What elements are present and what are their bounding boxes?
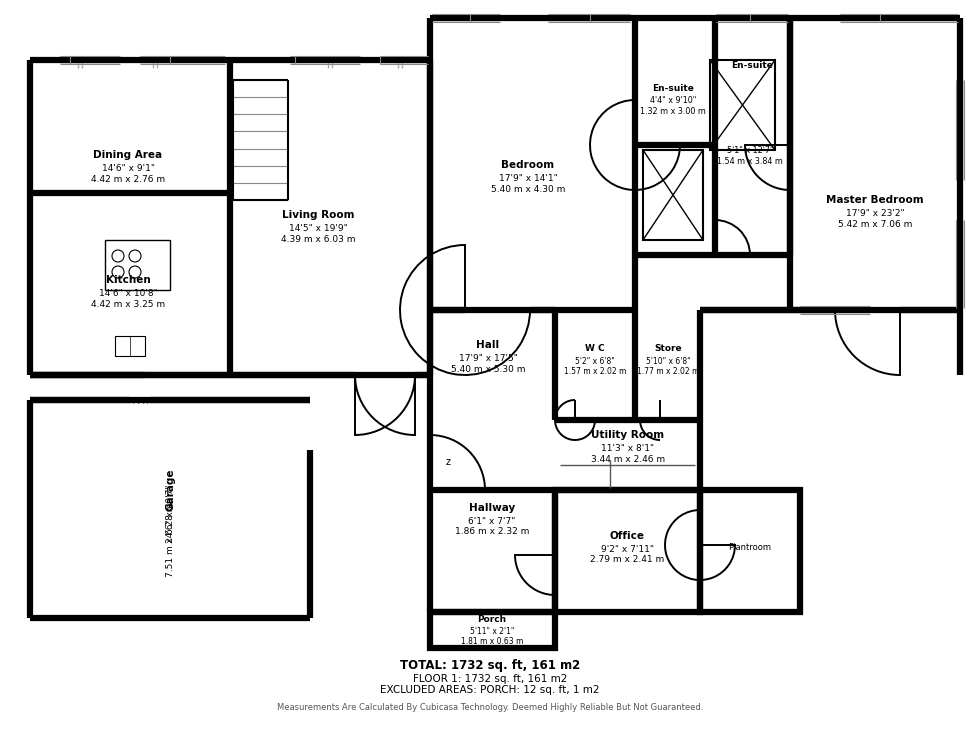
Text: 1.57 m x 2.02 m: 1.57 m x 2.02 m <box>564 367 626 376</box>
Bar <box>105 240 170 290</box>
Text: Store: Store <box>655 343 682 353</box>
Bar <box>430 612 555 648</box>
Text: 6'1" x 7'7": 6'1" x 7'7" <box>468 517 515 526</box>
Text: En-suite: En-suite <box>652 84 694 93</box>
Text: 5'11" x 2'1": 5'11" x 2'1" <box>469 626 514 636</box>
Text: TOTAL: 1732 sq. ft, 161 m2: TOTAL: 1732 sq. ft, 161 m2 <box>400 659 580 673</box>
Text: 1.86 m x 2.32 m: 1.86 m x 2.32 m <box>455 528 529 537</box>
Text: W C: W C <box>585 343 605 353</box>
Text: En-suite: En-suite <box>731 60 773 70</box>
Text: 17'9" x 23'2": 17'9" x 23'2" <box>846 209 905 218</box>
Bar <box>115 336 145 356</box>
Text: 14'5" x 19'9": 14'5" x 19'9" <box>289 223 347 232</box>
Text: 1.54 m x 3.84 m: 1.54 m x 3.84 m <box>717 157 783 165</box>
Text: 3.44 m x 2.46 m: 3.44 m x 2.46 m <box>591 454 665 464</box>
Text: 4.42 m x 3.25 m: 4.42 m x 3.25 m <box>91 299 165 309</box>
Text: 2.79 m x 2.41 m: 2.79 m x 2.41 m <box>590 556 664 564</box>
Text: 24'6" x 20'7": 24'6" x 20'7" <box>166 485 174 543</box>
Text: Hall: Hall <box>476 340 500 350</box>
Text: Hallway: Hallway <box>468 503 515 513</box>
Text: Living Room: Living Room <box>282 210 354 220</box>
Bar <box>555 490 700 612</box>
Text: Plantroom: Plantroom <box>728 543 771 553</box>
Text: 14'6" x 9'1": 14'6" x 9'1" <box>102 163 155 173</box>
Text: 14'6" x 10'8": 14'6" x 10'8" <box>99 289 158 298</box>
Text: 4'4" x 9'10": 4'4" x 9'10" <box>650 96 696 104</box>
Text: 17'9" x 17'5": 17'9" x 17'5" <box>459 354 517 362</box>
Text: Office: Office <box>610 531 645 541</box>
Text: 1.81 m x 0.63 m: 1.81 m x 0.63 m <box>461 637 523 645</box>
Text: 7.51 m x 6.28 m: 7.51 m x 6.28 m <box>166 503 174 577</box>
Text: 4.42 m x 2.76 m: 4.42 m x 2.76 m <box>91 174 165 184</box>
Text: FLOOR 1: 1732 sq. ft, 161 m2: FLOOR 1: 1732 sq. ft, 161 m2 <box>413 674 567 684</box>
Text: Porch: Porch <box>477 615 507 625</box>
Text: 5.40 m x 5.30 m: 5.40 m x 5.30 m <box>451 365 525 373</box>
Text: Dining Area: Dining Area <box>93 150 163 160</box>
Text: EXCLUDED AREAS: PORCH: 12 sq. ft, 1 m2: EXCLUDED AREAS: PORCH: 12 sq. ft, 1 m2 <box>380 685 600 695</box>
Bar <box>710 60 775 150</box>
Text: 5'10" x 6'8": 5'10" x 6'8" <box>646 356 690 365</box>
Text: 9'2" x 7'11": 9'2" x 7'11" <box>601 545 654 553</box>
Text: 5.40 m x 4.30 m: 5.40 m x 4.30 m <box>491 184 565 193</box>
Text: 5'1" x 12'7": 5'1" x 12'7" <box>727 146 773 154</box>
Text: 17'9" x 14'1": 17'9" x 14'1" <box>499 173 558 182</box>
Text: 11'3" x 8'1": 11'3" x 8'1" <box>602 443 655 453</box>
Text: Master Bedroom: Master Bedroom <box>826 195 924 205</box>
Text: Kitchen: Kitchen <box>106 275 150 285</box>
Text: Measurements Are Calculated By Cubicasa Technology. Deemed Highly Reliable But N: Measurements Are Calculated By Cubicasa … <box>276 703 704 712</box>
Text: z: z <box>446 457 451 467</box>
Text: 5'2" x 6'8": 5'2" x 6'8" <box>575 356 614 365</box>
Bar <box>643 150 703 240</box>
Text: Bedroom: Bedroom <box>502 160 555 170</box>
Text: 1.32 m x 3.00 m: 1.32 m x 3.00 m <box>640 107 706 115</box>
Text: Garage: Garage <box>165 469 175 512</box>
Bar <box>700 490 800 612</box>
Text: 1.77 m x 2.02 m: 1.77 m x 2.02 m <box>637 367 699 376</box>
Text: 4.39 m x 6.03 m: 4.39 m x 6.03 m <box>280 234 356 243</box>
Text: 5.42 m x 7.06 m: 5.42 m x 7.06 m <box>838 220 912 229</box>
Text: Utility Room: Utility Room <box>592 430 664 440</box>
